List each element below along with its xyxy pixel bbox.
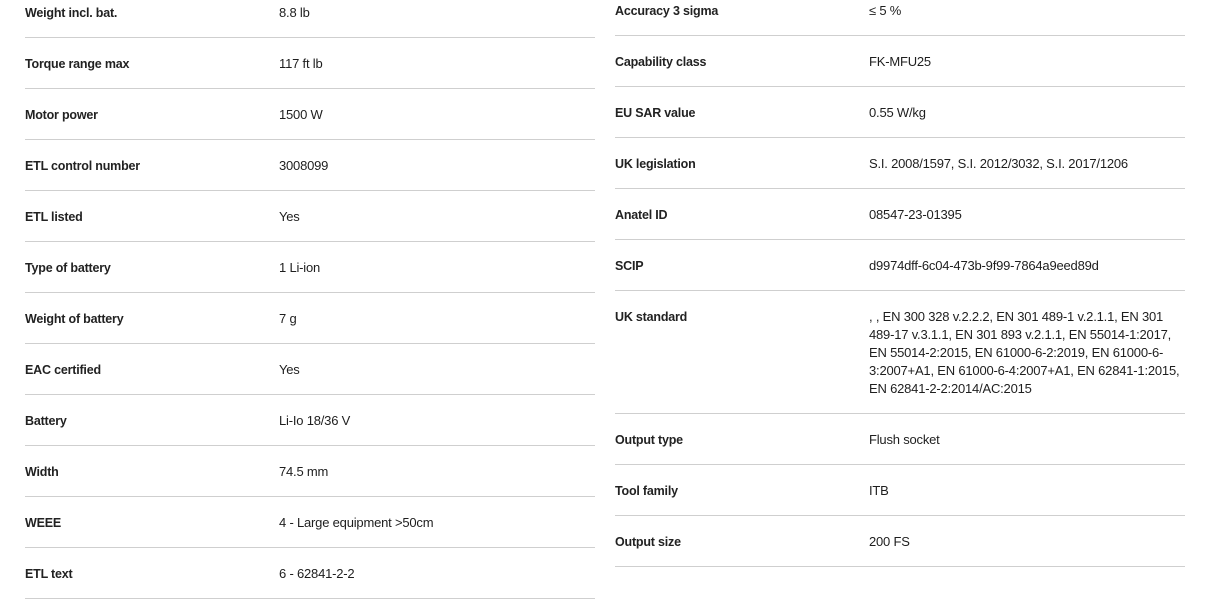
spec-table-right: Accuracy 3 sigma ≤ 5 % Capability class FK-… xyxy=(615,0,1185,567)
spec-row: Capability class FK-MFU25 xyxy=(615,36,1185,87)
spec-row: WEEE 4 - Large equipment >50cm xyxy=(25,497,595,548)
spec-value: d9974dff-6c04-473b-9f99-7864a9eed89d xyxy=(869,258,1099,273)
spec-label: Anatel ID xyxy=(615,208,668,222)
spec-value: Yes xyxy=(279,209,300,224)
spec-row: Weight incl. bat. 8.8 lb xyxy=(25,0,595,38)
spec-label: ETL listed xyxy=(25,210,83,224)
spec-row: Battery Li-Io 18/36 V xyxy=(25,395,595,446)
spec-row: Tool family ITB xyxy=(615,465,1185,516)
spec-row: ETL text 6 - 62841-2-2 xyxy=(25,548,595,599)
spec-row: Output type Flush socket xyxy=(615,414,1185,465)
spec-value: Flush socket xyxy=(869,432,940,447)
spec-value: ≤ 5 % xyxy=(869,3,902,18)
spec-label: ETL text xyxy=(25,567,73,581)
spec-row: Motor power 1500 W xyxy=(25,89,595,140)
spec-row: SCIP d9974dff-6c04-473b-9f99-7864a9eed89d xyxy=(615,240,1185,291)
spec-label: Motor power xyxy=(25,108,98,122)
spec-label: Width xyxy=(25,465,59,479)
spec-value: 6 - 62841-2-2 xyxy=(279,566,355,581)
spec-label: Output size xyxy=(615,535,681,549)
spec-value: FK-MFU25 xyxy=(869,54,931,69)
spec-value: S.I. 2008/1597, S.I. 2012/3032, S.I. 201… xyxy=(869,156,1128,171)
spec-label: Torque range max xyxy=(25,57,130,71)
spec-label: Capability class xyxy=(615,55,707,69)
spec-table-left: Weight incl. bat. 8.8 lb Torque range max 1… xyxy=(25,0,595,599)
spec-label: Battery xyxy=(25,414,67,428)
spec-label: ETL control number xyxy=(25,159,140,173)
spec-row: Output size 200 FS xyxy=(615,516,1185,567)
spec-row: EU SAR value 0.55 W/kg xyxy=(615,87,1185,138)
spec-value: ITB xyxy=(869,483,889,498)
spec-row: Torque range max 117 ft lb xyxy=(25,38,595,89)
spec-value: 200 FS xyxy=(869,534,910,549)
spec-label: Tool family xyxy=(615,484,678,498)
spec-row: Accuracy 3 sigma ≤ 5 % xyxy=(615,0,1185,36)
spec-value: , , EN 300 328 v.2.2.2, EN 301 489-1 v.2… xyxy=(869,309,1180,396)
spec-label: Weight of battery xyxy=(25,312,124,326)
spec-value: 8.8 lb xyxy=(279,5,310,20)
spec-row: Type of battery 1 Li-ion xyxy=(25,242,595,293)
spec-value: Yes xyxy=(279,362,300,377)
spec-label: Accuracy 3 sigma xyxy=(615,4,719,18)
spec-label: Weight incl. bat. xyxy=(25,6,118,20)
spec-value: 3008099 xyxy=(279,158,329,173)
spec-value: 1500 W xyxy=(279,107,323,122)
spec-row: Weight of battery 7 g xyxy=(25,293,595,344)
spec-value: 0.55 W/kg xyxy=(869,105,926,120)
spec-value: 4 - Large equipment >50cm xyxy=(279,515,434,530)
spec-value: Li-Io 18/36 V xyxy=(279,413,351,428)
spec-label: WEEE xyxy=(25,516,62,530)
spec-value: 1 Li-ion xyxy=(279,260,321,275)
spec-value: 117 ft lb xyxy=(279,56,323,71)
spec-value: 74.5 mm xyxy=(279,464,329,479)
spec-row: UK standard , , EN 300 328 v.2.2.2, EN 30… xyxy=(615,291,1185,414)
spec-label: UK standard xyxy=(615,310,688,324)
spec-row: EAC certified Yes xyxy=(25,344,595,395)
spec-label: EU SAR value xyxy=(615,106,696,120)
spec-label: UK legislation xyxy=(615,157,696,171)
spec-value: 7 g xyxy=(279,311,297,326)
spec-label: SCIP xyxy=(615,259,644,273)
spec-row: ETL listed Yes xyxy=(25,191,595,242)
spec-label: EAC certified xyxy=(25,363,101,377)
spec-label: Output type xyxy=(615,433,683,447)
spec-label: Type of battery xyxy=(25,261,111,275)
spec-row: Anatel ID 08547-23-01395 xyxy=(615,189,1185,240)
spec-value: 08547-23-01395 xyxy=(869,207,962,222)
spec-row: UK legislation S.I. 2008/1597, S.I. 2012/… xyxy=(615,138,1185,189)
spec-row: ETL control number 3008099 xyxy=(25,140,595,191)
spec-row: Width 74.5 mm xyxy=(25,446,595,497)
